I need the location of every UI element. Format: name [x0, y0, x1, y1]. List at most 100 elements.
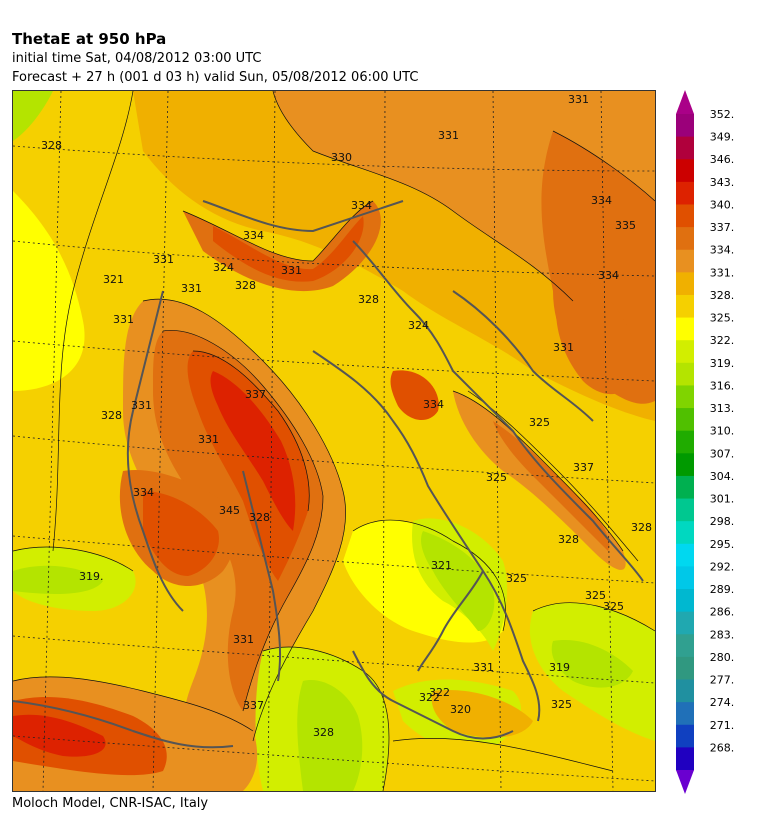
contour-value-label: 335 — [615, 219, 636, 232]
initial-time-label: initial time Sat, 04/08/2012 03:00 UTC — [12, 51, 262, 66]
legend-level-label: 325. — [710, 312, 735, 325]
contour-value-label: 337 — [243, 699, 264, 712]
legend-level-label: 271. — [710, 719, 735, 732]
model-credit: Moloch Model, CNR-ISAC, Italy — [12, 796, 209, 811]
contour-value-label: 328 — [313, 726, 334, 739]
contour-value-label: 334 — [243, 229, 264, 242]
contour-value-label: 334 — [351, 199, 372, 212]
contour-label-layer: 3313313283303343353343343313343243283313… — [41, 93, 652, 739]
legend-level-label: 331. — [710, 266, 735, 279]
contour-value-label: 328 — [358, 293, 379, 306]
legend-level-label: 340. — [710, 198, 735, 211]
legend-bottom-arrow — [676, 770, 694, 794]
legend-swatch — [676, 543, 694, 567]
contour-value-label: 320 — [450, 703, 471, 716]
contour-value-label: 322 — [429, 686, 450, 699]
contour-value-label: 328 — [249, 511, 270, 524]
contour-value-label: 324 — [408, 319, 429, 332]
legend-swatch — [676, 679, 694, 703]
legend-swatch — [676, 114, 694, 138]
contour-value-label: 325 — [506, 572, 527, 585]
contour-value-label: 331 — [553, 341, 574, 354]
contour-value-label: 334 — [133, 486, 154, 499]
legend-swatch — [676, 136, 694, 160]
legend-level-label: 304. — [710, 470, 735, 483]
legend-top-arrow — [676, 90, 694, 114]
legend-level-label: 352. — [710, 108, 735, 121]
legend-swatch — [676, 340, 694, 364]
legend-swatch — [676, 724, 694, 748]
legend-level-label: 322. — [710, 334, 735, 347]
legend-swatch — [676, 589, 694, 613]
contour-value-label: 330 — [331, 151, 352, 164]
legend-swatch — [676, 272, 694, 296]
legend-level-label: 316. — [710, 379, 735, 392]
legend-swatch — [676, 498, 694, 522]
contour-value-label: 319 — [549, 661, 570, 674]
color-scale-legend: 352. 349. 346. 343. 340. 337. 334. 331. 328. 325.… — [670, 88, 750, 796]
legend-swatch — [676, 430, 694, 454]
contour-value-label: 321 — [431, 559, 452, 572]
legend-level-label: 268. — [710, 741, 735, 754]
contour-value-label: 337 — [573, 461, 594, 474]
legend-level-label: 343. — [710, 176, 735, 189]
contour-value-label: 325 — [603, 600, 624, 613]
contour-lines — [13, 91, 655, 791]
contour-value-label: 331 — [113, 313, 134, 326]
legend-swatch — [676, 475, 694, 500]
contour-value-label: 331 — [568, 93, 589, 106]
legend-level-label: 337. — [710, 221, 735, 234]
contour-value-label: 328 — [558, 533, 579, 546]
legend-swatch — [676, 362, 694, 386]
contour-value-label: 331 — [153, 253, 174, 266]
legend-level-label: 334. — [710, 244, 735, 257]
legend-level-label: 295. — [710, 538, 735, 551]
thetae-map: 331 331 328 330 334 335 334 334 331 334 324 328 331 3… — [12, 90, 656, 792]
legend-swatch — [676, 227, 694, 251]
contour-value-label: 331 — [473, 661, 494, 674]
contour-value-label: 328 — [235, 279, 256, 292]
legend-swatch — [676, 385, 694, 409]
contour-value-label: 331 — [131, 399, 152, 412]
legend-level-label: 298. — [710, 515, 735, 528]
legend-level-label: 328. — [710, 289, 735, 302]
contour-value-label: 321 — [103, 273, 124, 286]
forecast-valid-label: Forecast + 27 h (001 d 03 h) valid Sun, … — [12, 70, 419, 85]
contour-value-label: 334 — [591, 194, 612, 207]
contour-value-label: 324 — [213, 261, 234, 274]
legend-level-label: 292. — [710, 560, 735, 573]
legend-swatch — [676, 611, 694, 635]
legend-swatch — [676, 204, 694, 228]
contour-value-label: 319. — [79, 570, 104, 583]
legend-level-label: 301. — [710, 493, 735, 506]
contour-value-label: 337 — [245, 388, 266, 401]
contour-value-label: 328 — [101, 409, 122, 422]
coastlines — [13, 200, 644, 749]
contour-value-label: 325 — [486, 471, 507, 484]
thetae-field-shading — [13, 91, 655, 791]
legend-level-label: 280. — [710, 651, 735, 664]
legend-swatch — [676, 294, 694, 319]
legend-swatch — [676, 747, 694, 771]
legend-level-label: 307. — [710, 447, 735, 460]
legend-level-label: 313. — [710, 402, 735, 415]
legend-swatch — [676, 249, 694, 273]
legend-level-label: 310. — [710, 425, 735, 438]
legend-swatch — [676, 159, 694, 183]
legend-swatch — [676, 634, 694, 658]
contour-value-label: 345 — [219, 504, 240, 517]
legend-level-label: 346. — [710, 153, 735, 166]
contour-value-label: 322 — [419, 691, 440, 704]
graticule — [13, 91, 655, 791]
map-title: ThetaE at 950 hPa — [12, 30, 167, 48]
legend-swatch — [676, 656, 694, 681]
legend-swatch — [676, 317, 694, 341]
contour-value-label: 325 — [585, 589, 606, 602]
legend-level-label: 289. — [710, 583, 735, 596]
contour-value-label: 325 — [551, 698, 572, 711]
legend-level-label: 286. — [710, 606, 735, 619]
legend-level-label: 349. — [710, 131, 735, 144]
legend-level-label: 319. — [710, 357, 735, 370]
contour-value-label: 328 — [631, 521, 652, 534]
legend-level-label: 283. — [710, 628, 735, 641]
